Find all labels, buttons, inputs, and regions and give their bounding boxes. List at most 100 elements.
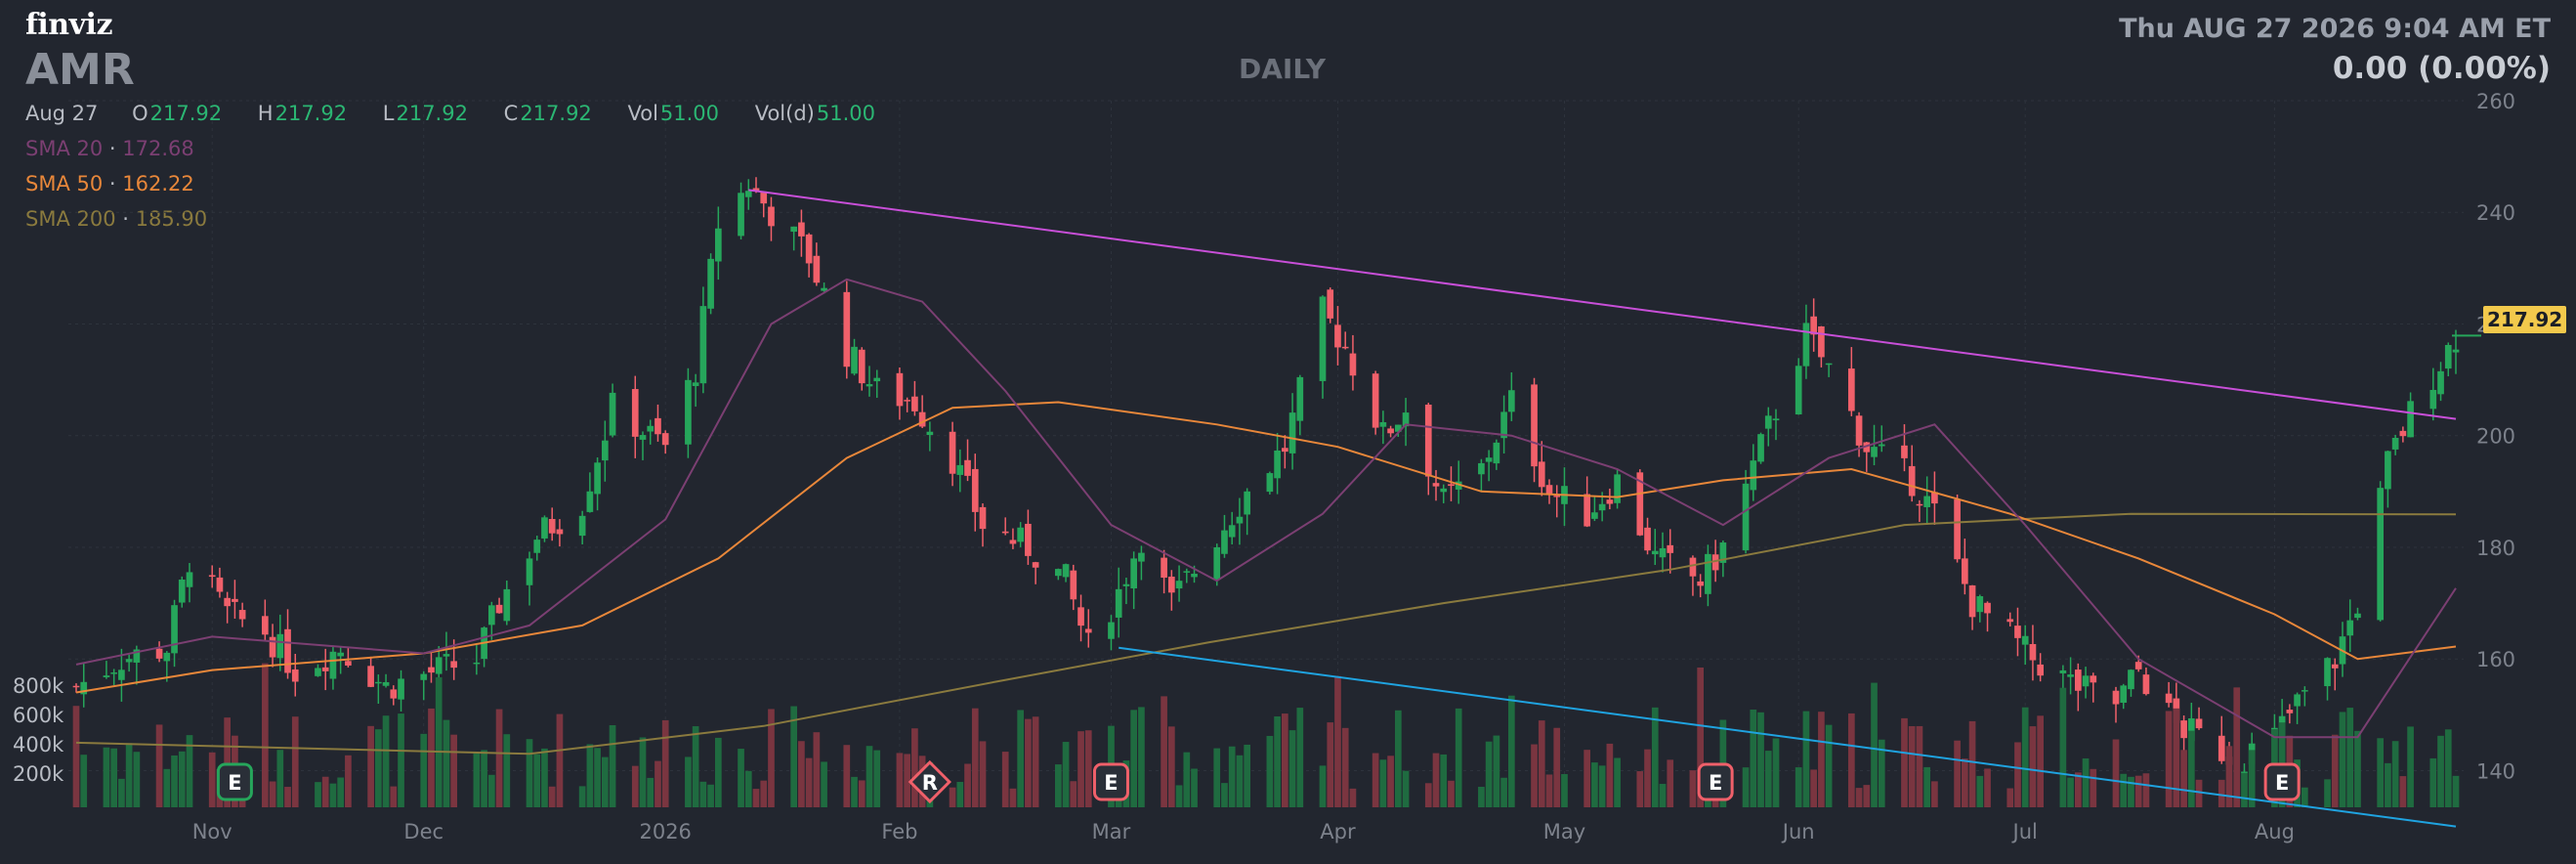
candle-body	[1054, 569, 1062, 577]
candle-body	[1379, 421, 1387, 427]
candle-body	[541, 517, 548, 539]
x-tick-label: Aug	[2255, 820, 2295, 843]
candle-body	[2286, 710, 2294, 713]
volume-bar	[481, 750, 487, 807]
candle-body	[1213, 546, 1221, 581]
volume-bar	[2021, 707, 2029, 807]
volume-bar	[1387, 756, 1394, 807]
sma200-value: 185.90	[135, 207, 208, 231]
candle-body	[2187, 718, 2195, 742]
sma50-sep: ·	[108, 172, 116, 195]
event-marker-label: R	[922, 771, 938, 795]
candle-body	[238, 610, 246, 620]
candle-body	[956, 464, 964, 475]
volume-bar	[284, 787, 291, 807]
candle-body	[1500, 411, 1507, 439]
candle-body	[337, 652, 345, 657]
volume-bar	[1651, 707, 1659, 807]
price-change: 0.00 (0.00%)	[2332, 51, 2551, 86]
volume-bar	[1221, 783, 1228, 807]
earnings-event-marker[interactable]: E	[1092, 762, 1129, 801]
volume-bar	[2391, 741, 2399, 807]
candle-body	[1705, 553, 1711, 594]
volume-bar	[1236, 755, 1244, 807]
volume-bar	[601, 756, 609, 807]
candle-body	[382, 682, 390, 686]
volume-bar	[768, 709, 775, 807]
volume-bar	[1424, 783, 1432, 807]
volume-bar	[1478, 787, 1485, 807]
candle-body	[1493, 442, 1500, 464]
candle-body	[1697, 581, 1705, 586]
revision-event-marker[interactable]: R	[908, 759, 951, 804]
candle-body	[428, 667, 435, 673]
earnings-event-marker[interactable]: E	[2263, 762, 2301, 801]
event-marker-label: E	[228, 771, 241, 795]
candle-body	[1916, 503, 1923, 506]
volume-bar	[1372, 753, 1379, 807]
volume-bar	[1485, 741, 1493, 807]
candle-body	[2399, 430, 2407, 437]
candle-body	[2377, 488, 2385, 621]
candle-body	[798, 222, 805, 237]
candle-body	[1191, 573, 1198, 578]
candle-body	[2385, 451, 2391, 490]
candle-body	[1810, 316, 1818, 335]
y-tick-label: 240	[2476, 201, 2515, 225]
support-trendline	[1119, 646, 2457, 828]
candle-body	[1968, 584, 1976, 618]
candle-body	[329, 651, 337, 679]
volume-bar	[1025, 718, 1032, 807]
volume-tick-600k: 600k	[13, 704, 64, 727]
earnings-event-marker[interactable]: E	[216, 762, 253, 801]
candle-body	[2165, 693, 2173, 704]
candle-body	[2241, 771, 2248, 773]
volume-bar	[390, 786, 398, 807]
volume-bar	[224, 717, 232, 807]
high-key: H	[257, 102, 274, 125]
volume-bar	[873, 750, 881, 807]
volume-bar	[1855, 788, 1863, 807]
volume-bar	[1878, 739, 1885, 807]
ohlc-readout: Aug 27 O217.92 H217.92 L217.92 C217.92 V…	[25, 102, 905, 125]
candle-body	[2021, 635, 2029, 645]
candle-body	[1772, 418, 1780, 421]
candle-body	[367, 666, 374, 687]
volume-bar	[443, 719, 450, 807]
sma50-line	[75, 401, 2457, 694]
candle-body	[1553, 496, 1561, 497]
volume-bar	[911, 728, 918, 807]
candle-body	[1424, 404, 1432, 477]
candle-body	[738, 193, 744, 237]
candle-body	[1545, 485, 1553, 495]
volume-bar	[2233, 687, 2241, 807]
earnings-event-marker[interactable]: E	[1697, 762, 1734, 801]
volume-bar	[1493, 735, 1500, 807]
volume-bar	[503, 734, 511, 807]
volume-bar	[2399, 776, 2407, 807]
candle-body	[1750, 460, 1757, 491]
candle-body	[2120, 685, 2128, 703]
volume-bar	[956, 782, 964, 807]
candle-body	[609, 392, 616, 436]
candle-body	[548, 519, 556, 534]
candle-body	[971, 468, 979, 512]
volume-bar	[1032, 716, 1039, 807]
volume-bar	[1561, 774, 1568, 807]
candle-body	[661, 433, 669, 446]
candle-body	[1017, 527, 1025, 542]
volume-bar	[1916, 725, 1923, 807]
ohlc-date: Aug 27	[25, 102, 99, 125]
candle-body	[2082, 675, 2090, 687]
volume-bar	[949, 787, 956, 807]
candle-body	[224, 597, 232, 607]
candle-body	[125, 659, 133, 663]
volume-bar	[2444, 729, 2452, 807]
volume-bar	[2187, 730, 2195, 807]
candle-body	[1175, 581, 1183, 589]
volume-bar	[1764, 751, 1772, 807]
volume-bar	[1591, 762, 1598, 807]
candle-body	[2195, 718, 2203, 729]
finviz-logo[interactable]: finviz	[25, 8, 112, 42]
